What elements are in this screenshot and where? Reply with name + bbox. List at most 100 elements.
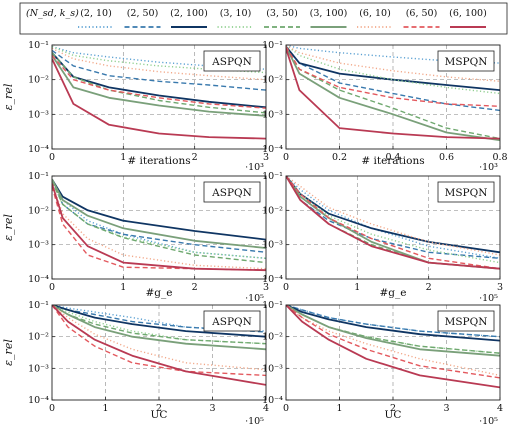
series-line — [52, 54, 266, 109]
y-tick-label: 10⁻¹ — [28, 171, 49, 182]
series-group — [52, 178, 266, 272]
panel-title: MSPQN — [445, 316, 488, 328]
series-line — [52, 305, 266, 345]
x-multiplier: ·10⁵ — [479, 416, 498, 427]
panel-title-box — [203, 310, 261, 332]
y-axis-label: ε_rel — [2, 214, 15, 241]
plot-frame — [51, 175, 267, 280]
x-tick-label: 0 — [49, 403, 55, 414]
y-tick-label: 10⁻² — [28, 205, 49, 216]
series-line — [52, 179, 266, 253]
plot-frame — [285, 175, 501, 280]
panel-title-box — [203, 50, 261, 72]
x-tick-label: 2 — [192, 152, 198, 163]
series-group — [286, 45, 500, 142]
y-tick-label: 10⁻⁴ — [262, 274, 283, 285]
series-line — [52, 47, 266, 81]
series-line — [286, 176, 500, 256]
series-line — [52, 183, 266, 272]
x-tick-label: 0 — [283, 282, 289, 293]
series-line — [286, 305, 500, 389]
x-tick-label: 0 — [49, 282, 55, 293]
legend-label: (6, 10) — [359, 8, 391, 19]
series-line — [286, 176, 500, 259]
legend-header: (N_sd, k_s) — [26, 8, 79, 19]
y-tick-label: 10⁻⁴ — [28, 144, 49, 155]
series-line — [286, 45, 500, 95]
y-tick-label: 10⁻¹ — [262, 40, 283, 51]
x-tick-label: 3 — [263, 152, 269, 163]
x-multiplier: ·10⁵ — [479, 293, 498, 304]
legend-label: (6, 100) — [449, 8, 487, 19]
x-tick-label: 4 — [497, 403, 503, 414]
series-line — [52, 181, 266, 264]
x-axis-label: #g_e — [146, 287, 173, 299]
panel-title: ASPQN — [211, 56, 252, 68]
panel-title-box — [203, 181, 261, 203]
series-group — [286, 305, 500, 389]
series-line — [286, 46, 500, 91]
y-tick-label: 10⁻² — [262, 75, 283, 86]
x-tick-label: 0.2 — [332, 152, 347, 163]
y-tick-label: 10⁻³ — [28, 363, 49, 374]
y-tick-label: 10⁻¹ — [28, 300, 49, 311]
legend-label: (3, 10) — [220, 8, 252, 19]
series-line — [52, 183, 266, 270]
x-multiplier: ·10³ — [245, 162, 264, 173]
y-tick-label: 10⁻³ — [262, 109, 283, 120]
series-line — [52, 305, 266, 351]
x-tick-label: 3 — [263, 282, 269, 293]
series-line — [52, 178, 266, 241]
x-tick-label: 3 — [209, 403, 215, 414]
legend-label: (2, 50) — [127, 8, 159, 19]
series-line — [286, 46, 500, 140]
x-axis-label: # iterations — [361, 155, 424, 167]
series-line — [52, 58, 266, 140]
legend: (N_sd, k_s) (2, 10) (2, 50) (2, 100) (3, 10)… — [19, 2, 508, 35]
series-line — [52, 305, 266, 332]
y-tick-label: 10⁻³ — [28, 240, 49, 251]
y-tick-label: 10⁻¹ — [262, 171, 283, 182]
series-line — [52, 45, 266, 70]
y-tick-label: 10⁻³ — [262, 363, 283, 374]
x-tick-label: 0 — [283, 152, 289, 163]
y-tick-label: 10⁻⁴ — [262, 144, 283, 155]
x-tick-label: 2 — [426, 282, 432, 293]
x-tick-label: 1 — [354, 282, 360, 293]
panel-title: ASPQN — [211, 316, 252, 328]
legend-label: (6, 50) — [406, 8, 438, 19]
series-line — [286, 45, 500, 82]
y-tick-label: 10⁻¹ — [28, 40, 49, 51]
series-line — [286, 176, 500, 270]
series-line — [286, 305, 500, 379]
x-tick-label: 0.6 — [439, 152, 454, 163]
y-axis-label: ε_rel — [2, 339, 15, 366]
panel-title-box — [437, 310, 495, 332]
series-line — [52, 49, 266, 91]
series-group — [52, 45, 266, 140]
x-multiplier: ·10⁵ — [245, 416, 264, 427]
legend-label: (2, 100) — [170, 8, 208, 19]
y-tick-label: 10⁻² — [28, 332, 49, 343]
series-line — [286, 46, 500, 107]
x-tick-label: 0 — [283, 403, 289, 414]
series-line — [286, 48, 500, 140]
series-line — [52, 186, 266, 271]
x-tick-label: 0.8 — [492, 152, 507, 163]
legend-frame — [19, 2, 508, 35]
y-tick-label: 10⁻⁴ — [28, 274, 49, 285]
panel-title: MSPQN — [445, 187, 488, 199]
legend-label: (2, 10) — [80, 8, 112, 19]
x-axis-label: #g_e — [380, 287, 407, 299]
series-line — [286, 305, 500, 342]
y-tick-label: 10⁻⁴ — [262, 395, 283, 406]
x-axis-label: UC — [151, 409, 168, 421]
series-line — [52, 178, 266, 249]
y-tick-label: 10⁻¹ — [262, 300, 283, 311]
series-line — [286, 46, 500, 142]
series-line — [52, 305, 266, 371]
x-multiplier: ·10⁵ — [245, 293, 264, 304]
